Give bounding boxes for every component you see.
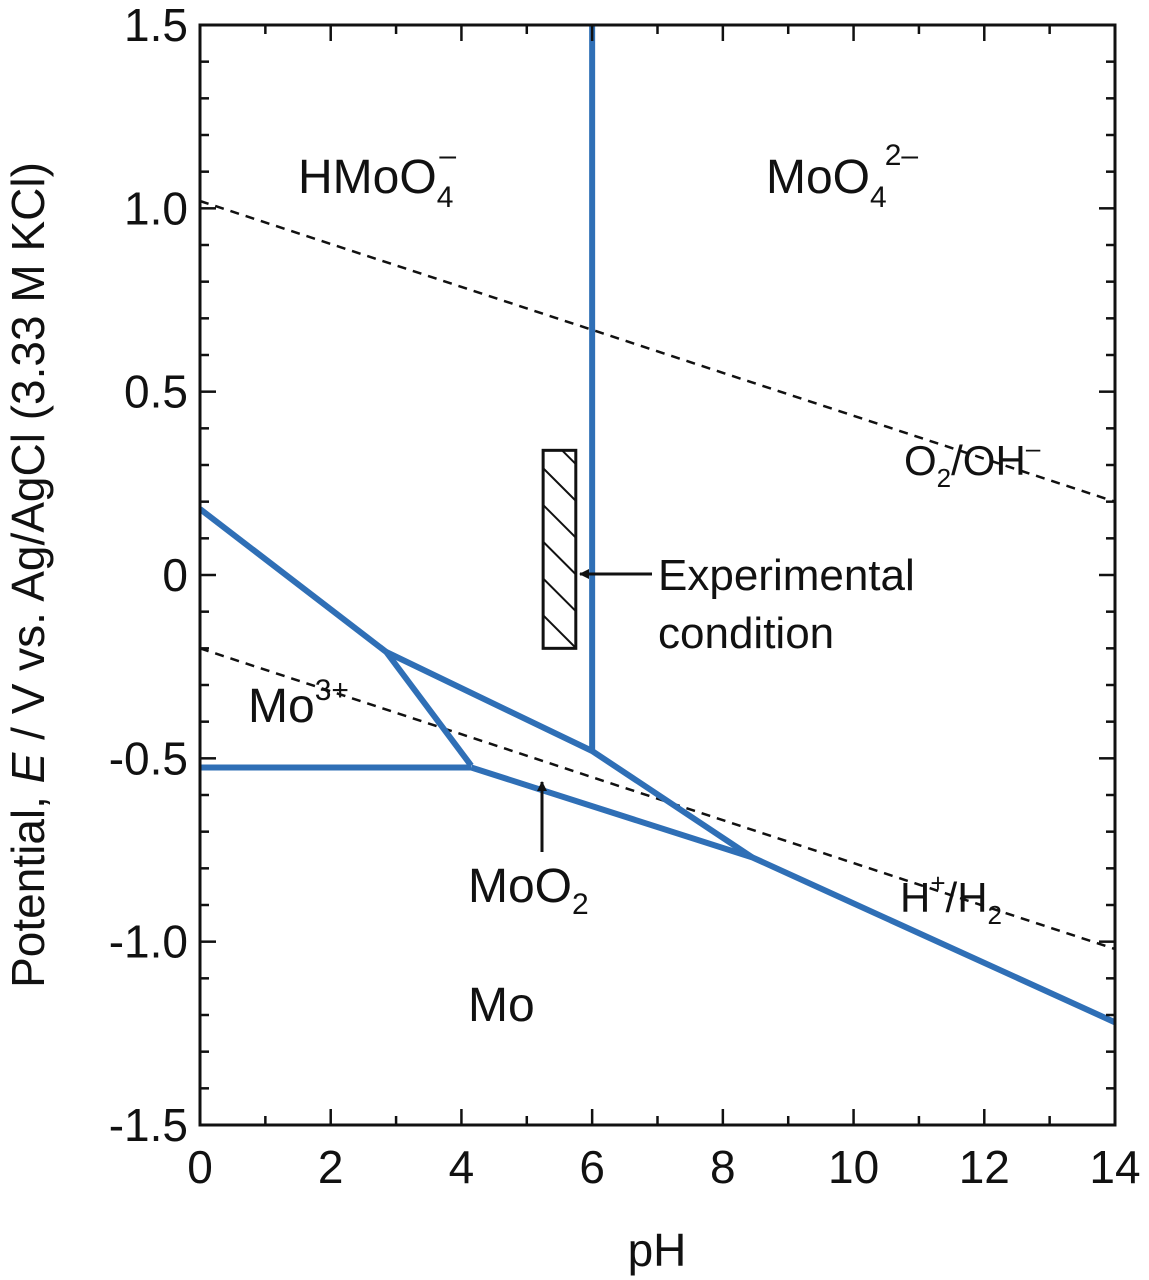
x-tick-label: 12 [959, 1141, 1010, 1193]
boundary-line [384, 649, 754, 860]
region-label-mo: Mo [468, 979, 535, 1032]
y-axis-title: Potential, E / V vs. Ag/AgCl (3.33 M KCl… [2, 162, 54, 988]
phase-boundaries [200, 25, 1115, 1026]
x-tick-labels: 0 2 4 6 8 10 12 14 [187, 1141, 1140, 1193]
x-tick-label: 10 [828, 1141, 879, 1193]
x-tick-label: 0 [187, 1141, 213, 1193]
axis-ticks [198, 23, 1117, 1127]
y-tick-label: -1.5 [109, 1099, 188, 1151]
boundary-line [383, 650, 474, 768]
region-label-moo4: MoO42– [766, 139, 918, 214]
boundary-line [470, 764, 1115, 1026]
x-tick-label: 2 [318, 1141, 344, 1193]
x-tick-label: 6 [579, 1141, 605, 1193]
y-tick-label: 0 [162, 549, 188, 601]
annotation-experimental-line2: condition [658, 609, 834, 658]
y-tick-label: 1.5 [124, 0, 188, 51]
y-tick-label: -0.5 [109, 732, 188, 784]
region-label-mo3: Mo3+ [248, 674, 349, 733]
y-tick-label: -1.0 [109, 916, 188, 968]
reference-line [200, 199, 1115, 503]
boundary-line [200, 506, 389, 655]
y-tick-label: 1.0 [124, 182, 188, 234]
experimental-condition-box [541, 448, 578, 650]
x-axis-title: pH [628, 1224, 687, 1276]
reference-label-h-h2: H+/H2 [900, 868, 1002, 930]
x-tick-label: 14 [1089, 1141, 1140, 1193]
reference-line [200, 647, 1115, 951]
y-tick-labels: -1.5 -1.0 -0.5 0 0.5 1.0 1.5 [109, 0, 188, 1151]
annotation-experimental-line1: Experimental [658, 551, 915, 600]
x-tick-label: 8 [710, 1141, 736, 1193]
y-tick-label: 0.5 [124, 366, 188, 418]
region-label-hmoo4: HMoO4– [298, 139, 456, 214]
region-label-moo2: MoO2 [468, 860, 589, 921]
reference-lines [200, 199, 1115, 951]
reference-label-o2-oh: O2/OH– [904, 433, 1041, 493]
x-tick-label: 4 [449, 1141, 475, 1193]
